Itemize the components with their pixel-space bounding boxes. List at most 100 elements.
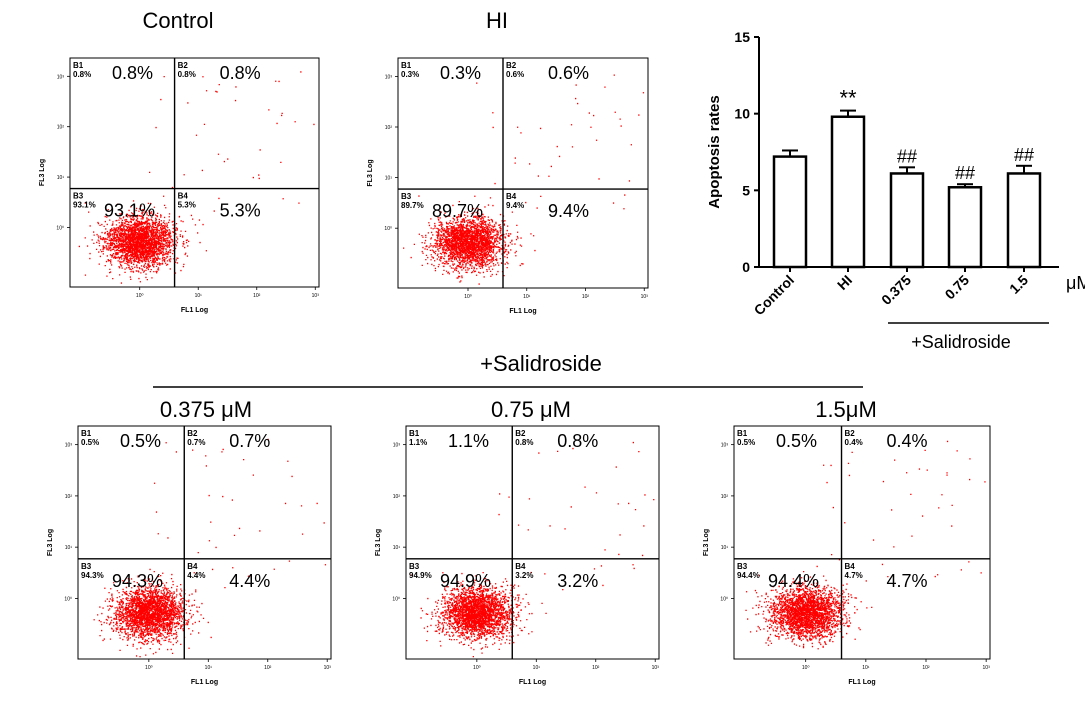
x-tick-label: 10³ [641,294,649,300]
y-tick-label: 0 [742,259,750,275]
x-tick-label: 1.5 [1006,272,1031,297]
y-tick-label: 10² [385,125,393,131]
y-tick-label: 10¹ [721,545,729,551]
quadrant-b2-tag: B2 [845,429,856,438]
x-tick-label: 10⁰ [802,665,810,671]
quadrant-b1-small-percent: 0.3% [401,70,419,79]
quadrant-b1-tag: B1 [401,61,412,70]
quadrant-b4-tag: B4 [845,562,856,571]
x-tick-label: 10⁰ [136,293,144,299]
significance-mark: ## [1014,145,1034,165]
x-tick-label: 10¹ [205,665,213,671]
x-tick-label: 10¹ [862,665,870,671]
quadrant-b2-tag: B2 [515,429,526,438]
quadrant-b1-small-percent: 1.1% [409,438,427,447]
panel-title: HI [486,8,508,33]
quadrant-b2-percent: 0.8% [220,63,261,83]
quadrant-b1-tag: B1 [409,429,420,438]
quadrant-b2-small-percent: 0.7% [187,438,205,447]
quadrant-b2-small-percent: 0.8% [178,70,196,79]
x-tick-label: 10⁰ [473,665,481,671]
y-tick-label: 10² [57,125,65,131]
quadrant-b3-percent: 89.7% [432,201,483,221]
quadrant-b3-tag: B3 [401,192,412,201]
y-tick-label: 10 [734,106,750,122]
quadrant-b1-small-percent: 0.8% [73,70,91,79]
quadrant-b1-small-percent: 0.5% [737,438,755,447]
x-tick-label: 10¹ [533,665,541,671]
quadrant-b1-percent: 0.8% [112,63,153,83]
quadrant-b3-small-percent: 94.3% [81,571,104,580]
quadrant-b3-tag: B3 [81,562,92,571]
quadrant-b2-percent: 0.7% [229,431,270,451]
quadrant-b2-percent: 0.6% [548,63,589,83]
y-tick-label: 10¹ [385,176,393,182]
quadrant-b2-small-percent: 0.8% [515,438,533,447]
x-tick-label: 10¹ [195,293,203,299]
quadrant-b3-percent: 94.4% [768,571,819,591]
event-dots [93,438,327,658]
y-tick-label: 10⁰ [720,596,728,602]
x-tick-label: 10⁰ [464,294,472,300]
y-tick-label: 10⁰ [392,596,400,602]
x-tick-label: 10¹ [523,294,531,300]
quadrant-b4-percent: 5.3% [220,201,261,221]
y-axis-label: Apoptosis rates [706,95,723,208]
quadrant-b1-percent: 0.5% [776,431,817,451]
y-tick-label: 15 [734,29,750,45]
quadrant-b1-tag: B1 [73,61,84,70]
x-tick-label: 10³ [652,665,660,671]
quadrant-b4-percent: 9.4% [548,201,589,221]
y-axis-label: FL3 Log [367,159,374,186]
y-axis-label: FL3 Log [39,159,46,186]
y-tick-label: 10² [393,494,401,500]
x-tick-label: 0.375 [878,272,914,308]
quadrant-b4-percent: 4.4% [229,571,270,591]
quadrant-b4-tag: B4 [506,192,517,201]
x-axis-label: FL1 Log [509,308,536,315]
y-tick-label: 10² [721,494,729,500]
quadrant-b4-small-percent: 3.2% [515,571,533,580]
quadrant-b4-small-percent: 5.3% [178,201,196,210]
panel-title: 0.375 μM [160,397,252,422]
quadrant-b3-tag: B3 [73,192,84,201]
y-axis-label: FL3 Log [47,529,54,556]
quadrant-b4-percent: 4.7% [887,571,928,591]
quadrant-b2-tag: B2 [506,61,517,70]
x-tick-label: 10² [592,665,600,671]
y-tick-label: 10⁰ [64,596,72,602]
quadrant-b2-small-percent: 0.6% [506,70,524,79]
quadrant-b4-tag: B4 [515,562,526,571]
significance-mark: ## [955,163,975,183]
quadrant-b4-small-percent: 4.4% [187,571,205,580]
y-tick-label: 5 [742,182,750,198]
bar-chart: 0 5 10 15 Apoptosis rates Control ** HI ## 0.375 #… [706,29,1085,352]
salidroside-group-label: +Salidroside [480,351,602,376]
y-tick-label: 10¹ [393,545,401,551]
plot-frame [397,57,649,289]
y-tick-label: 10⁰ [56,225,64,231]
quadrant-b3-tag: B3 [409,562,420,571]
panel-title: 1.5μM [815,397,877,422]
y-tick-label: 10³ [385,74,393,80]
x-tick-label: 10² [922,665,930,671]
y-tick-label: 10³ [721,443,729,449]
quadrant-b3-tag: B3 [737,562,748,571]
quadrant-b3-percent: 94.3% [112,571,163,591]
plot-frame [733,425,991,660]
salidroside-group-label: +Salidroside [911,332,1011,352]
quadrant-b3-small-percent: 93.1% [73,201,96,210]
y-tick-label: 10¹ [57,175,65,181]
y-tick-label: 10³ [65,443,73,449]
panel-title: 0.75 μM [491,397,571,422]
quadrant-b4-percent: 3.2% [557,571,598,591]
quadrant-b2-percent: 0.4% [887,431,928,451]
units-label: μM [1066,273,1085,293]
quadrant-b1-percent: 1.1% [448,431,489,451]
x-tick-label: 10⁰ [145,665,153,671]
